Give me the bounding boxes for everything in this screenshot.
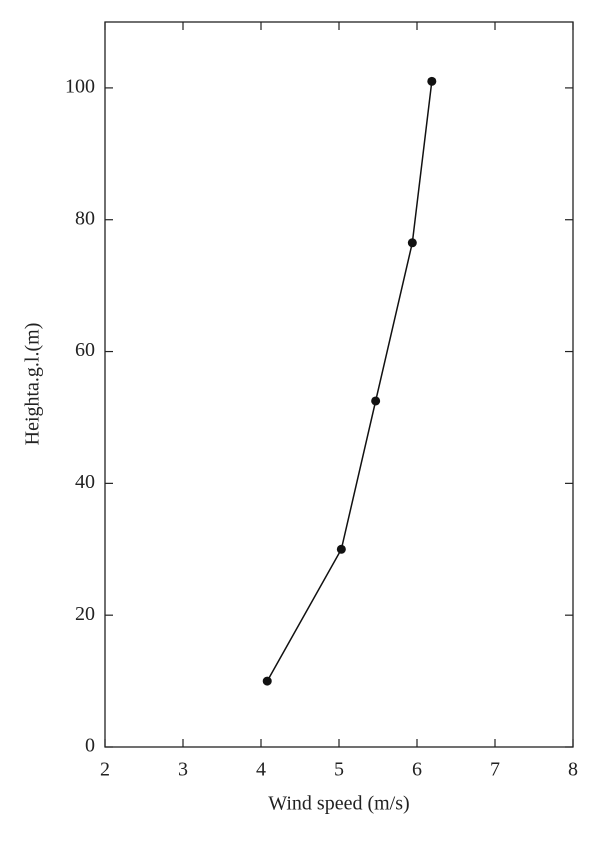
point (262, 676, 272, 686)
y-axis-label: Heighta.g.l.(m) (22, 323, 44, 446)
line (266, 81, 433, 682)
x-tick-label: 5 (334, 759, 344, 781)
point (407, 238, 417, 248)
x-tick-label: 8 (568, 759, 578, 781)
x-tick-label: 2 (100, 759, 110, 781)
x-axis-label: Wind speed (m/s) (268, 793, 409, 815)
y-tick-label: 40 (75, 471, 95, 493)
y-tick-label: 0 (85, 735, 95, 757)
point (427, 76, 437, 86)
x-tick-label: 3 (178, 759, 188, 781)
point (336, 544, 346, 554)
x-tick-label: 4 (256, 759, 266, 781)
x-tick-label: 6 (412, 759, 422, 781)
plot-frame (104, 21, 574, 748)
x-tick-label: 7 (490, 759, 500, 781)
y-tick-label: 60 (75, 339, 95, 361)
point (371, 396, 381, 406)
y-tick-label: 80 (75, 207, 95, 229)
y-tick-label: 100 (65, 76, 95, 98)
y-tick-label: 20 (75, 603, 95, 625)
